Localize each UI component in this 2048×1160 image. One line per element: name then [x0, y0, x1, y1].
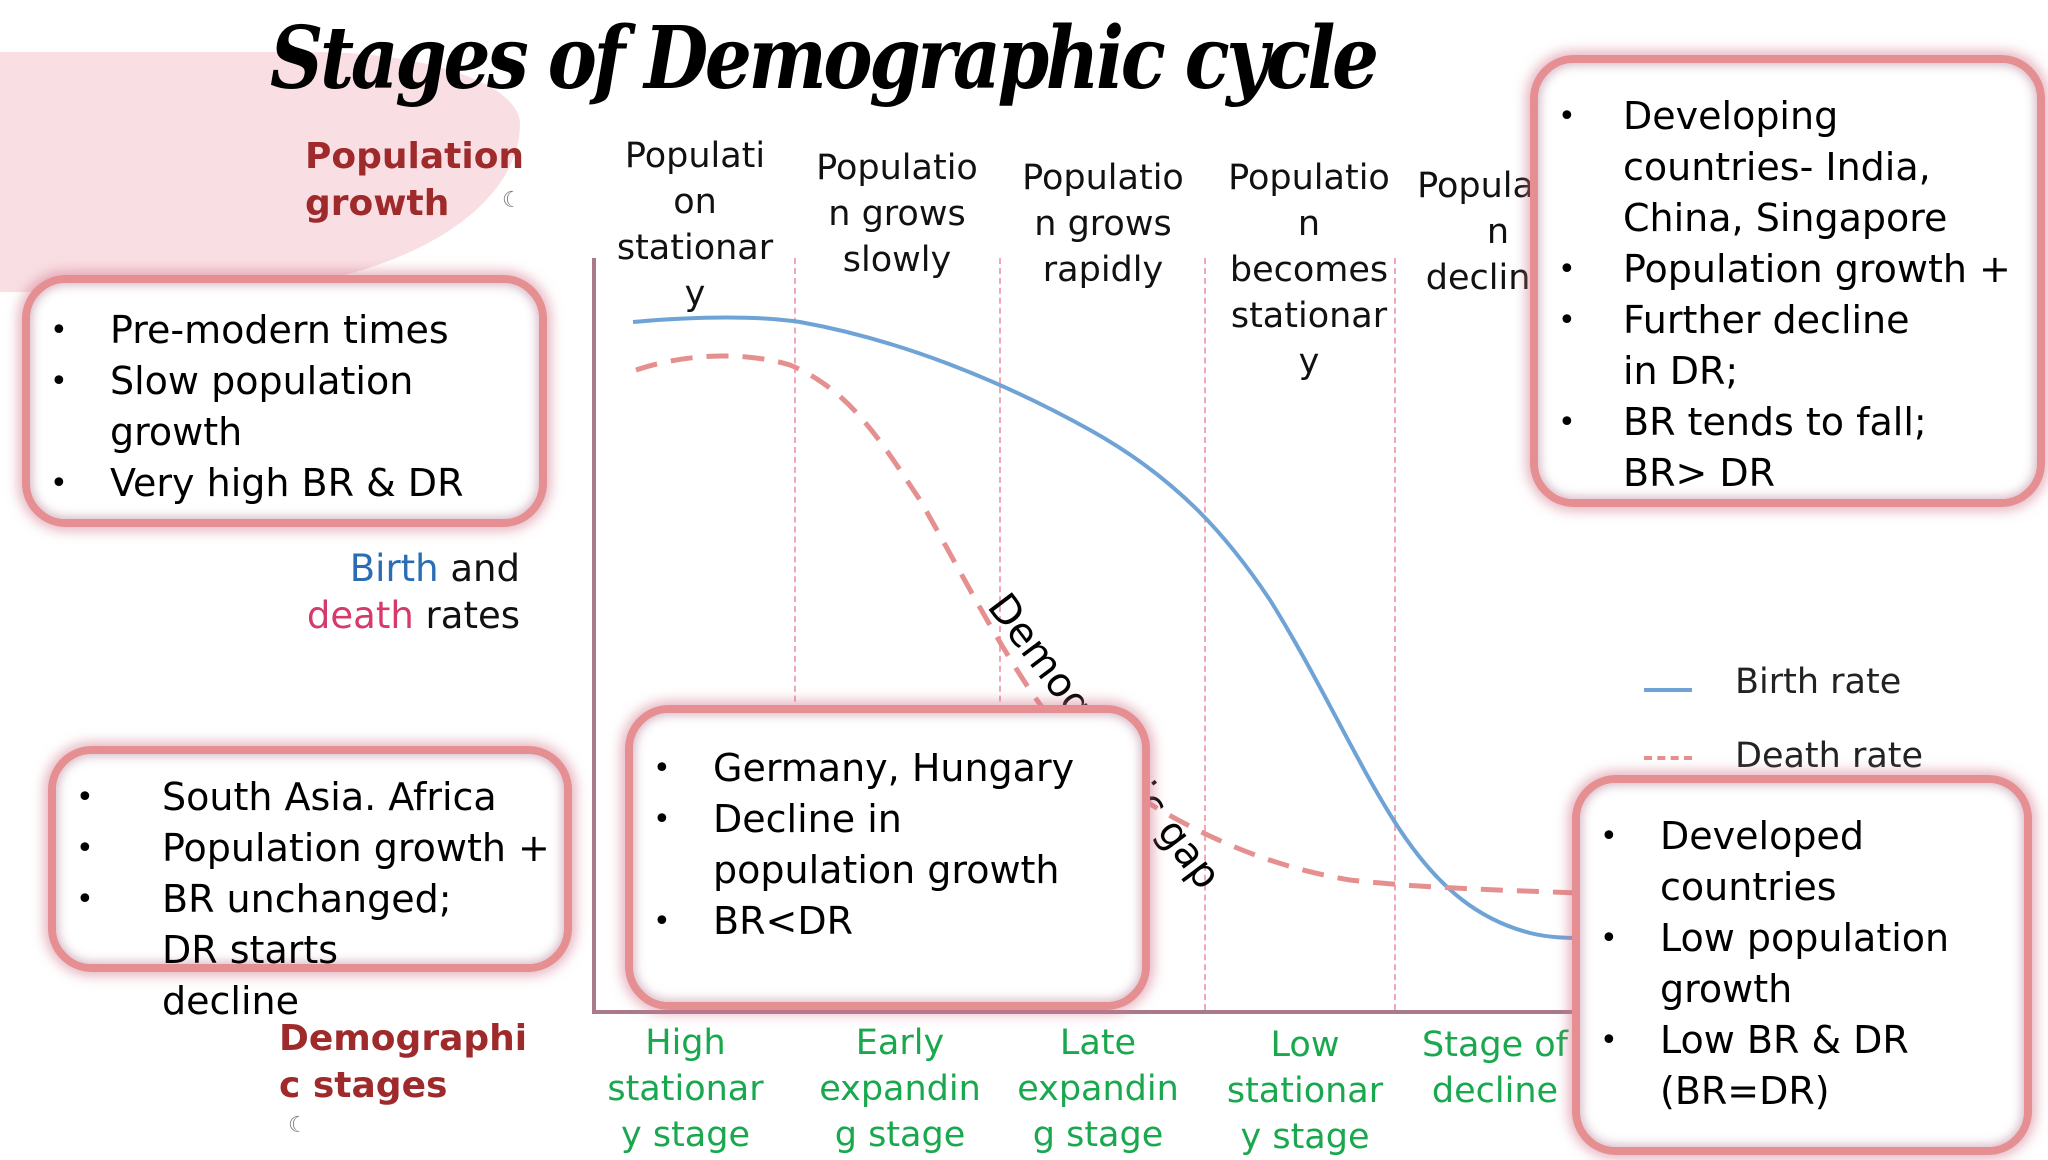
bullet-item: BR unchanged; DR starts decline	[56, 874, 482, 1027]
stage-line: stationar	[1226, 1071, 1384, 1111]
stage-line: Late	[1059, 1023, 1137, 1063]
birth-rate-curve	[632, 315, 1583, 940]
rates-word: rates	[413, 594, 520, 637]
head-line: stationar	[1230, 296, 1388, 336]
bullet-item: Population growth +	[1538, 244, 2037, 295]
bullet-item: South Asia. Africa	[56, 772, 564, 823]
bullet-item: Very high BR & DR	[30, 458, 539, 509]
legend-birth-label: Birth rate	[1735, 662, 1902, 702]
head-line: n grows	[1034, 204, 1172, 244]
head-line: rapidly	[1042, 250, 1164, 290]
head-line: n	[1297, 204, 1321, 244]
stage-label-2: Early expandin g stage	[800, 1020, 1000, 1158]
stage3-info-box: Developing countries- India, China, Sing…	[1530, 55, 2045, 507]
bullet-item: BR<DR	[633, 896, 1142, 947]
stage-divider	[1204, 258, 1206, 1010]
bullet-item: Pre-modern times	[30, 305, 539, 356]
label-line: Population	[305, 136, 525, 177]
and-word: and	[438, 547, 520, 590]
slide-title: Stages of Demographic cycle	[270, 8, 1379, 109]
stage5-info-box: Germany, Hungary Decline in population g…	[625, 705, 1150, 1010]
stage-divider	[999, 258, 1001, 1010]
legend-death-label: Death rate	[1735, 736, 1924, 776]
stage-line: expandin	[819, 1069, 981, 1109]
bullet-item: BR tends to fall; BR> DR	[1538, 397, 1943, 499]
birth-word: Birth	[349, 547, 439, 590]
head-line: stationar	[616, 228, 774, 268]
stage-line: y stage	[621, 1115, 750, 1155]
stage-line: g stage	[834, 1115, 966, 1155]
column-head-2: Populatio n grows slowly	[797, 145, 997, 283]
moon-icon: ☾	[502, 188, 522, 213]
stage2-info-box: South Asia. Africa Population growth + B…	[48, 746, 572, 1023]
bullet-item: Low BR & DR (BR=DR)	[1580, 1015, 1940, 1117]
legend-birth-swatch	[1644, 688, 1692, 692]
column-head-3: Populatio n grows rapidly	[1003, 155, 1203, 293]
bullet-item: Decline in population growth	[633, 794, 1073, 896]
legend-death-swatch	[1644, 756, 1692, 760]
stage-divider	[1394, 258, 1396, 1010]
bullet-item: Germany, Hungary	[633, 743, 1142, 794]
rates-axis-label: Birth and death rates	[300, 545, 520, 639]
stage-line: y stage	[1240, 1117, 1370, 1157]
stage-line: expandin	[1017, 1069, 1179, 1109]
stage-label-1: High stationar y stage	[598, 1020, 773, 1158]
stage-line: g stage	[1032, 1115, 1164, 1155]
head-line: Populatio	[1022, 158, 1184, 198]
stage-line: stationar	[607, 1069, 764, 1109]
stage-line: Early	[855, 1023, 945, 1063]
column-head-4: Populatio n becomes stationar y	[1206, 155, 1412, 385]
death-rate-curve	[635, 353, 1579, 896]
stage-line: decline	[1431, 1071, 1559, 1111]
stage-label-4: Low stationar y stage	[1205, 1022, 1405, 1160]
stage-line: Stage of	[1422, 1025, 1568, 1065]
bullet-item: Population growth +	[56, 823, 564, 874]
head-line: y	[684, 274, 706, 314]
bullet-item: Developed countries	[1580, 811, 1900, 913]
label-line: growth	[305, 183, 450, 224]
bullet-item: Low population growth	[1580, 913, 1960, 1015]
head-line: n	[1486, 212, 1510, 252]
bullet-item: Slow population growth	[30, 356, 440, 458]
stage-divider	[794, 258, 796, 1010]
stage4-info-box: Developed countries Low population growt…	[1572, 775, 2032, 1155]
head-line: n grows	[828, 194, 966, 234]
stage1-info-box: Pre-modern times Slow population growth …	[22, 275, 547, 527]
head-line: y	[1298, 342, 1320, 382]
head-line: becomes	[1229, 250, 1389, 290]
moon-icon: ☾	[288, 1113, 308, 1138]
stage-label-3: Late expandin g stage	[998, 1020, 1198, 1158]
head-line: Populati	[624, 136, 766, 176]
bullet-item: Developing countries- India, China, Sing…	[1538, 91, 1953, 244]
head-line: on	[673, 182, 717, 222]
stage-line: High	[645, 1023, 726, 1063]
head-line: Populatio	[1228, 158, 1390, 198]
head-line: Populatio	[816, 148, 978, 188]
population-growth-label: Population growth	[305, 133, 524, 227]
death-word: death	[306, 594, 414, 637]
column-head-1: Populati on stationar y	[600, 133, 790, 317]
stage-line: Low	[1270, 1025, 1340, 1065]
stage-label-5: Stage of decline	[1400, 1022, 1590, 1114]
x-axis	[592, 1010, 1598, 1014]
label-line: c stages	[279, 1065, 448, 1106]
bullet-item: Further decline in DR;	[1538, 295, 1953, 397]
y-axis	[592, 258, 596, 1014]
head-line: slowly	[842, 240, 952, 280]
